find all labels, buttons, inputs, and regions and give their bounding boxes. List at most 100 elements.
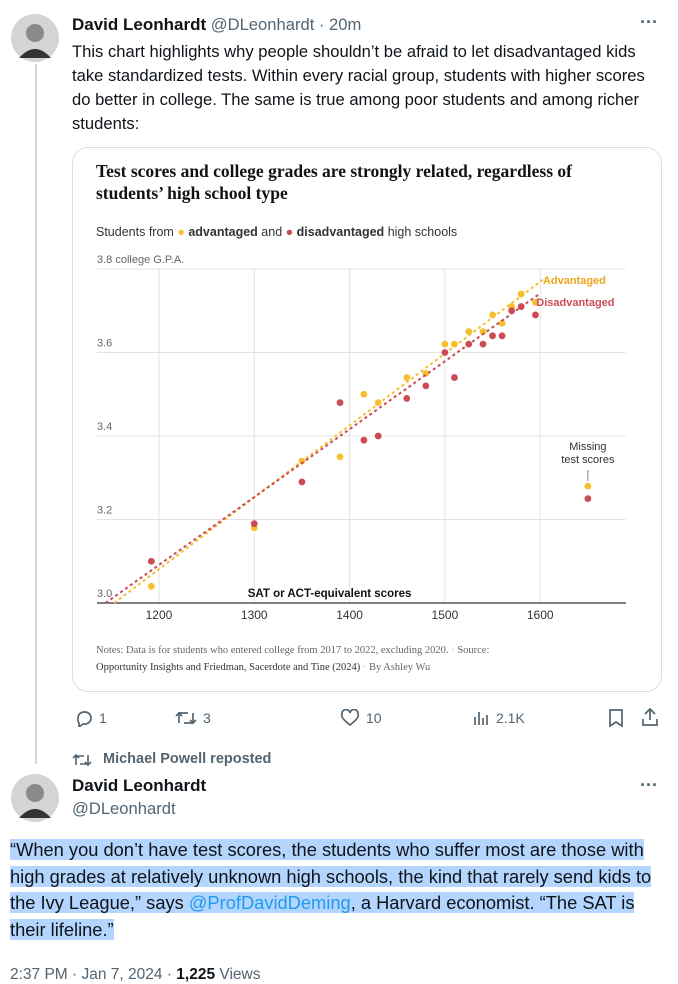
thread-line (35, 64, 37, 764)
y-tick-label: 3.6 (97, 337, 112, 349)
data-point (489, 332, 496, 340)
data-point (479, 328, 487, 336)
legend-marker: ● (177, 225, 188, 239)
share-button[interactable] (640, 707, 660, 727)
y-tick-label: 3.8 college G.P.A. (97, 254, 184, 266)
data-point (517, 303, 525, 310)
x-tick-label: 1500 (432, 608, 459, 622)
notes-text: Notes: Data is for students who entered … (96, 645, 449, 656)
repost-icon (72, 753, 92, 767)
annotation: Missing (569, 441, 606, 453)
data-point (451, 340, 458, 348)
data-point (489, 311, 496, 319)
chart-title-line: Test scores and college grades are stron… (96, 161, 572, 181)
byline: By Ashley Wu (369, 662, 431, 673)
data-point (422, 382, 430, 390)
chart-title: Test scores and college grades are stron… (96, 161, 572, 203)
data-point (147, 557, 155, 565)
avatar[interactable] (11, 14, 59, 62)
data-point (532, 299, 539, 306)
like-count: 10 (366, 710, 382, 726)
data-point (336, 399, 344, 406)
data-point (517, 290, 525, 298)
legend: Students from ● advantaged and ● disadva… (96, 225, 457, 239)
mention[interactable]: @ProfDavidDeming (188, 892, 351, 913)
legend-marker: ● (286, 225, 297, 239)
data-point (441, 349, 449, 356)
y-tick-label: 3.4 (97, 421, 112, 433)
reply-count: 1 (99, 710, 107, 726)
y-tick-label: 3.0 (97, 588, 112, 600)
data-point (465, 328, 473, 336)
avatar[interactable] (11, 774, 59, 822)
legend-text: and (261, 225, 282, 239)
data-point (465, 340, 473, 348)
more-button[interactable]: ··· (640, 12, 658, 32)
source: Opportunity Insights and Friedman, Sacer… (96, 662, 431, 673)
views-button[interactable]: 2.1K (472, 707, 525, 729)
reply-button[interactable]: 1 (75, 707, 107, 729)
data-point (374, 399, 382, 406)
legend-text: Students from (96, 225, 174, 239)
chart-title-line: students’ high school type (96, 183, 288, 203)
x-axis-label: SAT or ACT-equivalent scores (248, 588, 412, 600)
data-point (403, 395, 411, 402)
line-label: Advantaged (543, 275, 606, 287)
data-point (250, 520, 258, 528)
data-point (532, 311, 539, 319)
y-tick-label: 3.2 (97, 504, 112, 516)
legend-text: advantaged (188, 225, 257, 239)
views-count: 2.1K (496, 710, 525, 726)
chart-card[interactable]: Test scores and college grades are stron… (72, 147, 662, 692)
data-point (441, 340, 449, 348)
data-point (336, 453, 344, 461)
source-text: Opportunity Insights and Friedman, Sacer… (96, 662, 361, 673)
missing-point (584, 482, 592, 490)
x-tick-label: 1300 (241, 608, 268, 622)
chart: Test scores and college grades are stron… (96, 161, 626, 673)
legend-text: high schools (388, 225, 458, 239)
data-point (508, 307, 516, 315)
trend-line (104, 293, 540, 604)
repost-notice[interactable]: Michael Powell reposted (103, 751, 272, 767)
tweet-meta: 2:37 PM · Jan 7, 2024 · 1,225 Views (10, 966, 260, 984)
annotation: test scores (561, 454, 615, 466)
author[interactable]: David Leonhardt (72, 15, 207, 34)
handle-time[interactable]: @DLeonhardt · 20m (210, 15, 362, 34)
x-tick-label: 1200 (146, 608, 173, 622)
tweet-text: This chart highlights why people shouldn… (72, 42, 645, 133)
x-tick-label: 1400 (336, 608, 363, 622)
data-point (479, 340, 487, 348)
x-tick-label: 1600 (527, 608, 554, 622)
notes: Notes: Data is for students who entered … (96, 645, 489, 656)
data-point (298, 478, 306, 486)
more-button[interactable]: ··· (640, 775, 658, 795)
data-point (451, 374, 458, 381)
separator: · (360, 662, 369, 673)
data-point (147, 582, 155, 590)
data-point (498, 332, 506, 340)
missing-point (584, 495, 592, 503)
handle[interactable]: @DLeonhardt (72, 799, 176, 818)
bookmark-button[interactable] (607, 708, 625, 728)
timestamp[interactable]: 2:37 PM · Jan 7, 2024 · (10, 966, 177, 983)
data-point (360, 436, 368, 444)
tweet-header: David Leonhardt @DLeonhardt · 20m (72, 15, 361, 35)
data-point (374, 432, 382, 440)
data-point (360, 390, 368, 398)
tweet-text: “When you don’t have test scores, the st… (10, 837, 665, 943)
like-button[interactable]: 10 (340, 707, 382, 729)
author[interactable]: David Leonhardt (72, 776, 207, 795)
legend-text: disadvantaged (297, 225, 385, 239)
views-label: Views (215, 966, 261, 983)
repost-button[interactable]: 3 (175, 707, 211, 729)
repost-count: 3 (203, 710, 211, 726)
separator: · (449, 645, 458, 656)
view-count: 1,225 (176, 966, 216, 983)
trend-line (113, 276, 547, 604)
source-label: Source: (457, 645, 489, 656)
data-point (403, 374, 411, 381)
data-point (498, 319, 506, 327)
line-label: Disadvantaged (536, 297, 614, 309)
